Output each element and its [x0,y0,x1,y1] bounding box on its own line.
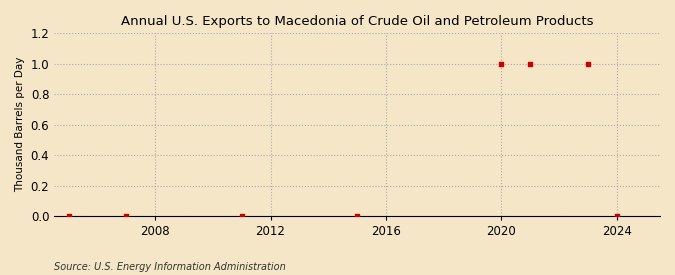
Text: Source: U.S. Energy Information Administration: Source: U.S. Energy Information Administ… [54,262,286,272]
Point [121,214,132,218]
Y-axis label: Thousand Barrels per Day: Thousand Barrels per Day [15,57,25,192]
Point [236,214,247,218]
Point [352,214,362,218]
Point [612,214,622,218]
Point [496,62,507,66]
Point [63,214,74,218]
Point [583,62,593,66]
Point [524,62,535,66]
Title: Annual U.S. Exports to Macedonia of Crude Oil and Petroleum Products: Annual U.S. Exports to Macedonia of Crud… [121,15,593,28]
